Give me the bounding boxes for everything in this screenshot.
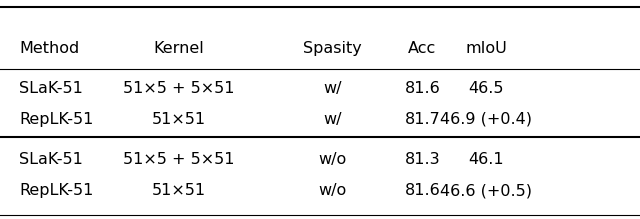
Text: RepLK-51: RepLK-51 <box>19 183 93 198</box>
Text: w/o: w/o <box>319 183 347 198</box>
Text: SLaK-51: SLaK-51 <box>19 81 83 96</box>
Text: w/o: w/o <box>319 152 347 167</box>
Text: Spasity: Spasity <box>303 41 362 56</box>
Text: RepLK-51: RepLK-51 <box>19 112 93 127</box>
Text: w/: w/ <box>324 81 342 96</box>
Text: w/: w/ <box>324 112 342 127</box>
Text: 46.1: 46.1 <box>468 152 504 167</box>
Text: 46.9 (+0.4): 46.9 (+0.4) <box>440 112 532 127</box>
Text: 46.6 (+0.5): 46.6 (+0.5) <box>440 183 532 198</box>
Text: 51×51: 51×51 <box>152 112 206 127</box>
Text: 51×51: 51×51 <box>152 183 206 198</box>
Text: Method: Method <box>19 41 79 56</box>
Text: 46.5: 46.5 <box>468 81 504 96</box>
Text: Kernel: Kernel <box>154 41 205 56</box>
Text: 51×5 + 5×51: 51×5 + 5×51 <box>124 152 235 167</box>
Text: 51×5 + 5×51: 51×5 + 5×51 <box>124 81 235 96</box>
Text: SLaK-51: SLaK-51 <box>19 152 83 167</box>
Text: 81.3: 81.3 <box>404 152 440 167</box>
Text: Acc: Acc <box>408 41 436 56</box>
Text: mIoU: mIoU <box>465 41 508 56</box>
Text: 81.7: 81.7 <box>404 112 440 127</box>
Text: 81.6: 81.6 <box>404 183 440 198</box>
Text: 81.6: 81.6 <box>404 81 440 96</box>
